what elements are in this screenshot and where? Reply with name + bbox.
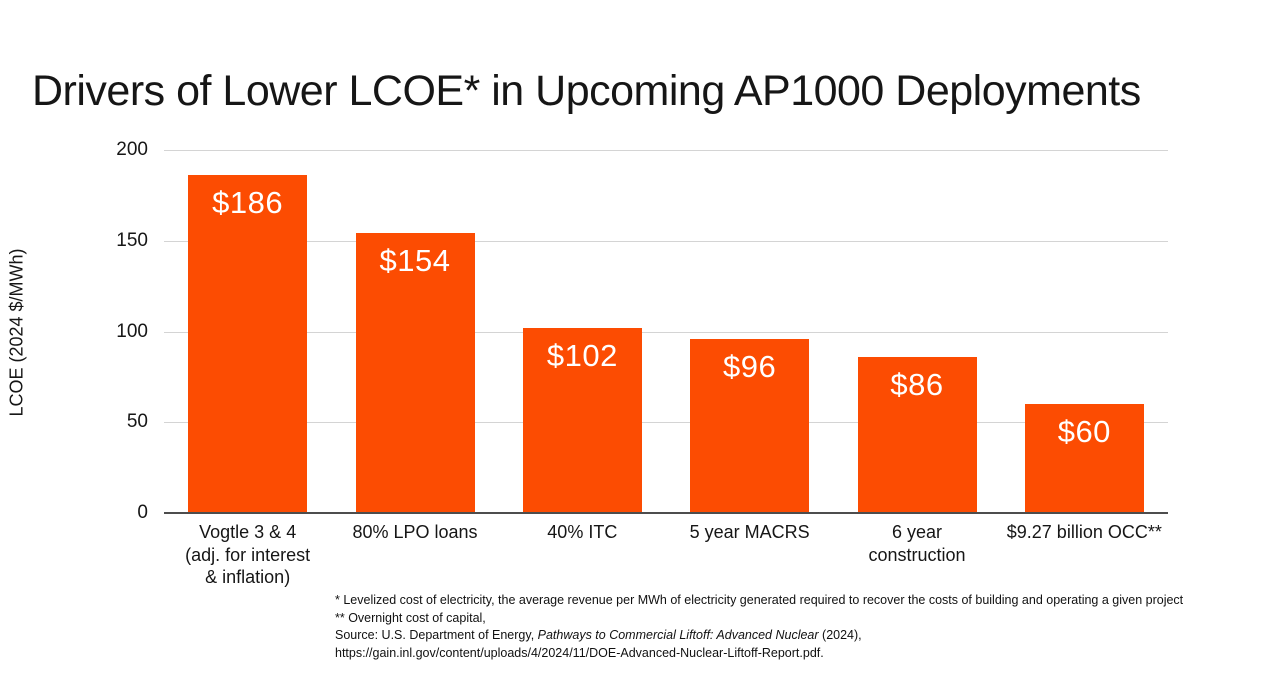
chart-title: Drivers of Lower LCOE* in Upcoming AP100… <box>32 66 1141 115</box>
bar: $154 <box>355 233 475 513</box>
footnote-source-prefix: Source: U.S. Department of Energy, <box>335 628 538 642</box>
bar-value-label: $102 <box>546 337 618 373</box>
bar-value-label: $96 <box>723 348 777 384</box>
x-category-label: 80% LPO loans <box>352 522 478 542</box>
footnotes: * Levelized cost of electricity, the ave… <box>335 592 1240 662</box>
gridline <box>164 240 1168 242</box>
y-tick-label: 50 <box>126 411 148 433</box>
x-category-label: 5 year MACRS <box>689 522 810 542</box>
x-category-label: Vogtle 3 & 4 (adj. for interest & inflat… <box>185 522 311 587</box>
x-axis-baseline <box>164 512 1168 514</box>
footnote-source-suffix: (2024), <box>818 628 862 642</box>
x-category-label: $9.27 billion OCC** <box>1006 522 1162 542</box>
footnote-lcoe-definition: * Levelized cost of electricity, the ave… <box>335 593 1184 607</box>
y-tick-label: 200 <box>116 139 148 160</box>
footnote-occ-definition: ** Overnight cost of capital, <box>335 610 486 625</box>
x-category-label: 6 year construction <box>868 522 966 565</box>
gridline <box>164 422 1168 424</box>
y-tick-label: 0 <box>137 502 148 523</box>
x-category-label: 40% ITC <box>547 522 618 542</box>
bar: $86 <box>857 356 977 513</box>
y-axis-title: LCOE (2024 $/MWh) <box>6 248 27 417</box>
footnote-source-report-title: Pathways to Commercial Liftoff: Advanced… <box>537 628 819 642</box>
bar-value-label: $186 <box>212 185 284 221</box>
gridline <box>164 150 1168 151</box>
y-tick-label: 100 <box>116 320 148 342</box>
gridline <box>164 331 1168 333</box>
bar-value-label: $86 <box>890 366 944 402</box>
bar-value-label: $60 <box>1057 414 1111 450</box>
bar: $60 <box>1024 404 1144 513</box>
bar: $102 <box>522 327 642 513</box>
y-tick-label: 150 <box>116 229 148 251</box>
footnote-source-url: https://gain.inl.gov/content/uploads/4/2… <box>335 645 824 660</box>
bar: $186 <box>188 175 308 513</box>
footnote-source: Source: U.S. Department of Energy, Pathw… <box>335 627 1240 645</box>
bar: $96 <box>690 338 810 513</box>
bar-value-label: $154 <box>379 243 451 279</box>
